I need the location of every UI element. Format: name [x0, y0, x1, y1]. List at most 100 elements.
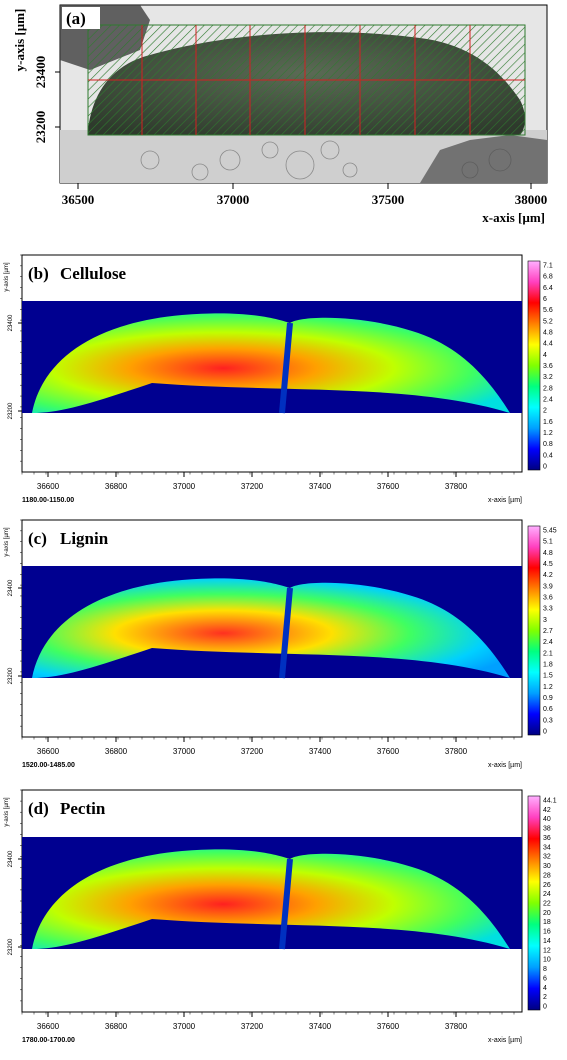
- map-xlabel: x-axis [µm]: [488, 762, 522, 769]
- panel-a-xtick: 38000: [515, 192, 548, 207]
- colorbar-tick: 32: [543, 854, 551, 861]
- panel-a-xtick: 36500: [62, 192, 95, 207]
- map-panel-pectin: (d) Pectin y-axis [µm] 23200 23400 36600 36800…: [0, 789, 567, 1060]
- colorbar-tick: 4: [543, 985, 547, 992]
- colorbar-tick: 0.3: [543, 717, 553, 724]
- colorbar-tick: 4.2: [543, 572, 553, 579]
- map-ylabel: y-axis [µm]: [4, 262, 10, 291]
- map-crack: [279, 587, 293, 679]
- map-xtick: 37200: [241, 747, 264, 756]
- panel-a-microscope: (a) 23200 23400 36500 37000 37500 38000 y-ax…: [0, 0, 567, 225]
- colorbar-tick: 3.2: [543, 374, 553, 381]
- colorbar-tick: 16: [543, 929, 551, 936]
- colorbar-tick: 1.2: [543, 684, 553, 691]
- colorbar-tick: 4.4: [543, 341, 553, 348]
- map-xtick: 36600: [37, 1022, 60, 1031]
- panel-a-ytick: 23200: [33, 111, 48, 144]
- panel-a-label-bg: [62, 7, 100, 29]
- map-ytick: 23200: [8, 938, 14, 955]
- colorbar-tick: 0.4: [543, 452, 553, 459]
- map-range-label: 1520.00-1485.00: [22, 762, 75, 769]
- map-xtick: 37800: [445, 1022, 468, 1031]
- map-xtick: 37000: [173, 482, 196, 491]
- colorbar-tick: 22: [543, 901, 551, 908]
- map-range-label: 1780.00-1700.00: [22, 1037, 75, 1044]
- map-panel-lignin: (c) Lignin y-axis [µm] 23200 23400 36600 36800…: [0, 519, 567, 785]
- colorbar-tick: 5.6: [543, 307, 553, 314]
- colorbar-tick: 0: [543, 1004, 547, 1011]
- colorbar-tick: 3.6: [543, 595, 553, 602]
- map-ytick: 23200: [8, 402, 14, 419]
- map-tissue-pectin: [32, 849, 510, 949]
- map-xtick: 37600: [377, 482, 400, 491]
- colorbar-tick: 5.45: [543, 528, 557, 535]
- panel-a-xlabel: x-axis [µm]: [482, 210, 545, 225]
- map-ytick: 23400: [8, 579, 14, 596]
- colorbar-tick: 6: [543, 975, 547, 982]
- map-xtick: 37800: [445, 747, 468, 756]
- tissue-fragment-bottom-right: [420, 135, 547, 183]
- map-range-label: 1180.00-1150.00: [22, 497, 74, 504]
- colorbar-tick: 6.4: [543, 285, 553, 292]
- map-label: (b): [28, 264, 49, 283]
- colorbar-tick: 3: [543, 617, 547, 624]
- colorbar-tick: 36: [543, 835, 551, 842]
- colorbar-tick: 42: [543, 807, 551, 814]
- map-xtick: 37600: [377, 747, 400, 756]
- map-xtick: 36600: [37, 482, 60, 491]
- map-title: Pectin: [60, 799, 106, 818]
- colorbar: [527, 795, 541, 1011]
- colorbar-tick: 1.8: [543, 662, 553, 669]
- map-crack: [279, 858, 293, 950]
- colorbar-tick: 24: [543, 891, 551, 898]
- colorbar-tick: 28: [543, 872, 551, 879]
- colorbar-tick: 5.2: [543, 318, 553, 325]
- colorbar-tick: 2.8: [543, 385, 553, 392]
- colorbar-tick: 5.1: [543, 539, 553, 546]
- colorbar-tick: 18: [543, 919, 551, 926]
- red-grid: [88, 25, 525, 135]
- map-xtick: 37000: [173, 747, 196, 756]
- colorbar-tick: 14: [543, 938, 551, 945]
- colorbar-tick: 1.6: [543, 419, 553, 426]
- panel-a-label: (a): [66, 9, 86, 28]
- map-xtick: 37400: [309, 1022, 332, 1031]
- colorbar-tick: 7.1: [543, 263, 553, 270]
- map-xtick: 37200: [241, 482, 264, 491]
- colorbar-tick: 2: [543, 408, 547, 415]
- colorbar-tick: 0.9: [543, 695, 553, 702]
- map-label: (c): [28, 529, 47, 548]
- map-ytick: 23400: [8, 850, 14, 867]
- panel-a-xtick: 37000: [217, 192, 250, 207]
- map-xtick: 36800: [105, 747, 128, 756]
- map-ytick: 23400: [8, 314, 14, 331]
- panel-a-svg: (a) 23200 23400 36500 37000 37500 38000 y-ax…: [12, 4, 548, 225]
- colorbar-tick: 8: [543, 966, 547, 973]
- colorbar-tick: 4.8: [543, 550, 553, 557]
- colorbar-tick: 6: [543, 296, 547, 303]
- colorbar-tick: 3.3: [543, 606, 553, 613]
- colorbar-tick: 4.5: [543, 561, 553, 568]
- colorbar: [527, 525, 541, 736]
- map-svg: (c) Lignin y-axis [µm] 23200 23400 36600 36800…: [4, 519, 557, 769]
- colorbar-tick: 12: [543, 947, 551, 954]
- map-xtick: 36800: [105, 1022, 128, 1031]
- colorbar-tick: 30: [543, 863, 551, 870]
- colorbar-tick: 38: [543, 826, 551, 833]
- map-xtick: 37400: [309, 747, 332, 756]
- colorbar-tick: 0.6: [543, 706, 553, 713]
- colorbar-tick: 0.8: [543, 441, 553, 448]
- map-label: (d): [28, 799, 49, 818]
- map-xtick: 37400: [309, 482, 332, 491]
- colorbar-tick: 20: [543, 910, 551, 917]
- colorbar-tick: 10: [543, 957, 551, 964]
- colorbar-tick: 6.8: [543, 274, 553, 281]
- colorbar-tick: 2.1: [543, 650, 553, 657]
- map-xtick: 36800: [105, 482, 128, 491]
- map-title: Lignin: [60, 529, 109, 548]
- colorbar-tick: 1.5: [543, 673, 553, 680]
- map-xtick: 37600: [377, 1022, 400, 1031]
- map-ylabel: y-axis [µm]: [4, 527, 10, 556]
- colorbar: [527, 260, 541, 471]
- panel-a-ytick: 23400: [33, 56, 48, 89]
